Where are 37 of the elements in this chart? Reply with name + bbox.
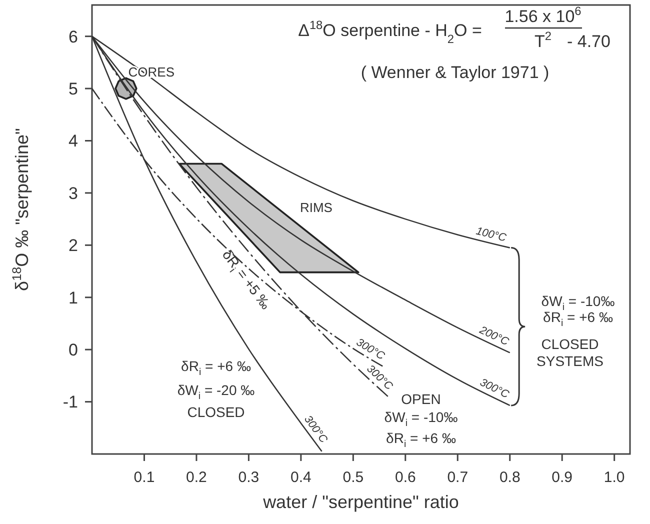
annotation: OPEN <box>401 390 441 407</box>
x-tick-label: 0.6 <box>394 469 416 486</box>
y-tick-label: 1 <box>68 288 78 308</box>
annotation: δW$_{i}$ = -20 ‰ <box>177 382 255 402</box>
y-tick-label: -1 <box>62 392 78 412</box>
text: Δ$^{18}$O serpentine - H$_{2}$O = <box>298 18 482 46</box>
annotation: CLOSED <box>541 336 599 352</box>
y-tick-label: 2 <box>68 236 78 256</box>
text: 100°C <box>474 225 508 244</box>
annotation: δR$_{i}$ = +6 ‰ <box>543 308 613 330</box>
y-tick-label: 4 <box>68 132 78 151</box>
annotation: SYSTEMS <box>536 352 604 369</box>
annotation: CLOSED <box>187 404 245 420</box>
text: 300°C <box>478 376 511 401</box>
series-label: RIMS <box>300 200 333 216</box>
y-tick-label: 6 <box>68 27 78 46</box>
y-tick-label: 5 <box>68 79 78 98</box>
annotation: δR$_{i}$ = +6 ‰ <box>386 430 456 450</box>
text: ( Wenner & Taylor 1971 ) <box>360 63 550 82</box>
annotation: 1.56 x 10$^{6}$ <box>504 4 582 26</box>
x-tick-label: 0.7 <box>447 469 468 486</box>
x-tick-label: 0.3 <box>238 469 260 486</box>
x-tick-label: 0.2 <box>186 469 207 486</box>
annotation: δR$_{i}$ = +6 ‰ <box>181 358 251 378</box>
annotation: - 4.70 <box>567 32 610 51</box>
y-tick-label: 0 <box>68 340 78 360</box>
x-tick-label: 0.5 <box>342 469 364 486</box>
annotation: T$^{2}$ <box>534 29 552 51</box>
x-tick-label: 0.4 <box>290 469 312 486</box>
annotation: δW$_{i}$ = -10‰ <box>384 408 458 430</box>
x-tick-label: 1.0 <box>604 469 625 486</box>
x-tick-label: 0.8 <box>499 469 520 486</box>
y-tick-label: 3 <box>68 184 78 203</box>
text: 200°C <box>476 324 511 348</box>
x-tick-label: 0.1 <box>134 469 155 486</box>
x-tick-label: 0.9 <box>552 469 573 486</box>
x-axis-title: water / "serpentine" ratio <box>262 492 459 512</box>
